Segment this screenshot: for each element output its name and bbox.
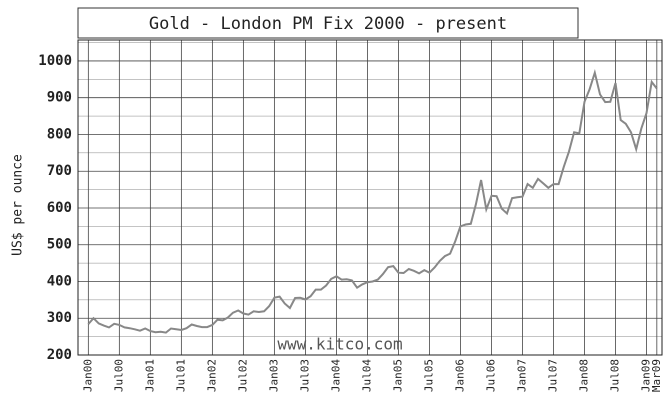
- x-tick-label: Jul05: [422, 359, 435, 392]
- y-tick-label: 200: [47, 347, 72, 363]
- x-tick-label: Jan04: [329, 359, 342, 392]
- chart: Gold - London PM Fix 2000 - present US$ …: [0, 0, 664, 400]
- y-tick-label: 400: [47, 273, 72, 289]
- y-tick-label: 1000: [38, 53, 72, 69]
- x-tick-label: Jan08: [577, 359, 590, 392]
- x-tick-label: Jul07: [546, 359, 559, 392]
- y-tick-label: 700: [47, 163, 72, 179]
- x-tick-label: Jan00: [81, 359, 94, 392]
- watermark: www.kitco.com: [277, 335, 402, 354]
- y-axis-label: US$ per ounce: [11, 154, 26, 256]
- x-tick-label: Jan06: [453, 359, 466, 392]
- x-tick-label: Jan01: [143, 359, 156, 392]
- y-tick-label: 900: [47, 90, 72, 106]
- x-tick-label: Jan05: [391, 359, 404, 392]
- x-tick-label: Jan03: [267, 359, 280, 392]
- x-tick-label: Mar09: [650, 359, 663, 392]
- y-tick-label: 300: [47, 310, 72, 326]
- x-tick-label: Jul03: [298, 359, 311, 392]
- y-tick-label: 500: [47, 237, 72, 253]
- x-tick-label: Jul01: [174, 359, 187, 392]
- x-tick-label: Jul00: [112, 359, 125, 392]
- plot-background: [78, 40, 662, 355]
- y-tick-label: 600: [47, 200, 72, 216]
- x-tick-label: Jul08: [608, 359, 621, 392]
- x-tick-label: Jul06: [484, 359, 497, 392]
- x-tick-label: Jan07: [515, 359, 528, 392]
- x-tick-label: Jul04: [360, 359, 373, 392]
- x-tick-label: Jan02: [205, 359, 218, 392]
- chart-title: Gold - London PM Fix 2000 - present: [149, 14, 507, 34]
- y-tick-label: 800: [47, 126, 72, 142]
- x-tick-label: Jul02: [236, 359, 249, 392]
